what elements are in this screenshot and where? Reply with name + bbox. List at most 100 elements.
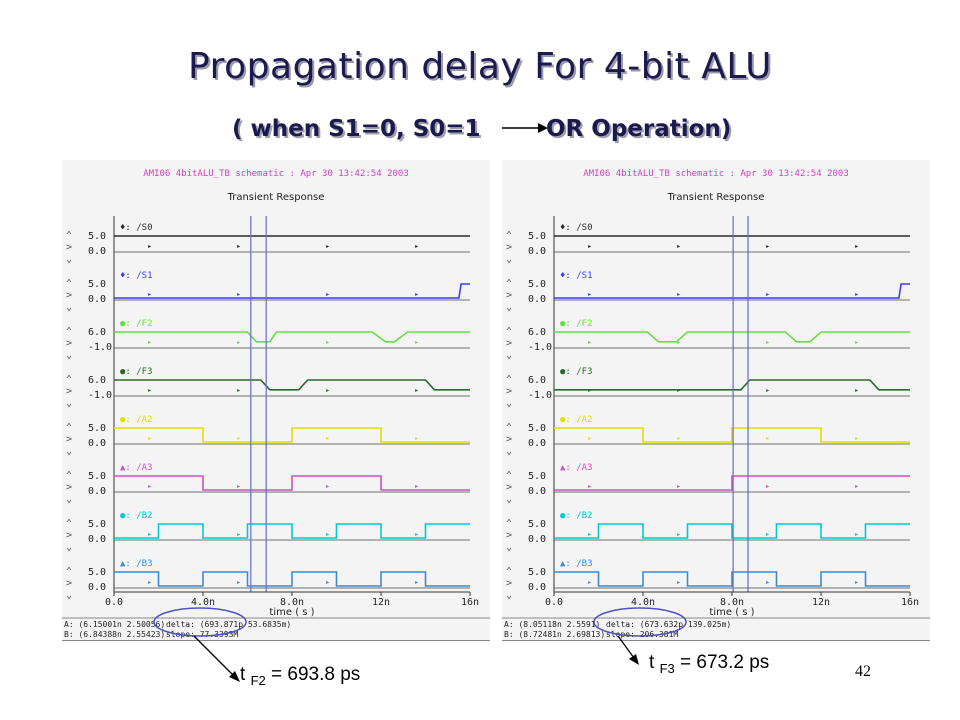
trace-point-marker: ▸ <box>415 291 418 298</box>
trace-point-marker: ▸ <box>148 483 151 490</box>
trace-point-marker: ▸ <box>766 243 769 250</box>
trace-control-icon: ⌃ <box>506 422 512 433</box>
trace-control-icon: > <box>506 530 512 541</box>
trace-control-icon: ⌃ <box>506 230 512 241</box>
subtitle-condition: ( when S1=0, S0=1 <box>232 116 481 142</box>
trace-tick-bottom: 0.0 <box>88 438 106 449</box>
trace-point-marker: ▸ <box>588 243 591 250</box>
waveform-plot-left: AMI06 4bitALU_TB schematic : Apr 30 13:4… <box>62 169 490 639</box>
trace-point-marker: ▸ <box>677 291 680 298</box>
trace-label: ●: /B2 <box>120 511 153 521</box>
trace-a3-line <box>554 475 910 491</box>
trace-point-marker: ▸ <box>326 291 329 298</box>
trace-s1-line <box>114 283 470 299</box>
trace-point-marker: ▸ <box>677 531 680 538</box>
trace-point-marker: ▸ <box>415 531 418 538</box>
trace-f3-line <box>554 379 910 391</box>
trace-tick-top: 6.0 <box>88 327 106 338</box>
trace-control-icon: ⌄ <box>506 254 512 265</box>
trace-label: ●: /F2 <box>120 319 153 329</box>
trace-b2-line <box>114 523 470 539</box>
x-tick-label: 4.0n <box>631 597 655 608</box>
trace-control-icon: ⌄ <box>66 398 72 409</box>
scope-panel-left: AMI06 4bitALU_TB schematic : Apr 30 13:4… <box>62 160 490 641</box>
trace-control-icon: > <box>66 578 72 589</box>
x-tick-label: 12n <box>372 597 390 608</box>
trace-control-icon: ⌄ <box>66 590 72 601</box>
slide-title: Propagation delay For 4-bit ALU <box>188 46 772 87</box>
trace-control-icon: > <box>506 338 512 349</box>
trace-point-marker: ▸ <box>148 387 151 394</box>
trace-point-marker: ▸ <box>588 435 591 442</box>
trace-control-icon: > <box>66 242 72 253</box>
trace-control-icon: > <box>506 434 512 445</box>
trace-point-marker: ▸ <box>237 483 240 490</box>
trace-point-marker: ▸ <box>588 579 591 586</box>
trace-tick-top: 6.0 <box>528 375 546 386</box>
trace-point-marker: ▸ <box>588 339 591 346</box>
trace-label: ▲: /A3 <box>560 463 593 473</box>
readout-b: B: (6.84388n 2.55423) <box>64 630 165 639</box>
trace-point-marker: ▸ <box>326 531 329 538</box>
trace-tick-bottom: 0.0 <box>88 582 106 593</box>
trace-control-icon: ⌄ <box>66 254 72 265</box>
trace-control-icon: ⌃ <box>506 278 512 289</box>
trace-point-marker: ▸ <box>855 435 858 442</box>
trace-control-icon: ⌄ <box>66 494 72 505</box>
trace-point-marker: ▸ <box>326 435 329 442</box>
trace-tick-bottom: 0.0 <box>88 294 106 305</box>
trace-tick-bottom: 0.0 <box>528 294 546 305</box>
callout-line-left <box>193 635 235 677</box>
trace-point-marker: ▸ <box>766 531 769 538</box>
trace-control-icon: > <box>506 482 512 493</box>
trace-a2-line <box>114 427 470 443</box>
trace-control-icon: ⌃ <box>66 374 72 385</box>
plot-header: AMI06 4bitALU_TB schematic : Apr 30 13:4… <box>143 169 409 179</box>
trace-point-marker: ▸ <box>148 579 151 586</box>
trace-point-marker: ▸ <box>237 579 240 586</box>
trace-point-marker: ▸ <box>415 339 418 346</box>
trace-control-icon: ⌃ <box>66 422 72 433</box>
trace-tick-top: 5.0 <box>528 471 546 482</box>
trace-tick-top: 5.0 <box>528 231 546 242</box>
trace-tick-top: 5.0 <box>528 519 546 530</box>
callout-arrowhead-right <box>629 654 639 665</box>
trace-point-marker: ▸ <box>148 531 151 538</box>
trace-point-marker: ▸ <box>415 579 418 586</box>
readout-slope: slope: 77.3393M <box>166 630 238 639</box>
trace-label: ♦: /S0 <box>560 223 593 233</box>
x-axis-label: time ( s ) <box>269 607 314 618</box>
trace-label: ♦: /S1 <box>120 271 153 281</box>
trace-label: ●: /F2 <box>560 319 593 329</box>
x-tick-label: 0.0 <box>545 597 563 608</box>
x-tick-label: 8.0n <box>720 597 744 608</box>
x-tick-label: 16n <box>461 597 479 608</box>
trace-point-marker: ▸ <box>855 243 858 250</box>
trace-tick-top: 5.0 <box>88 423 106 434</box>
trace-control-icon: ⌄ <box>66 542 72 553</box>
trace-tick-top: 5.0 <box>528 423 546 434</box>
trace-label: ▲: /A3 <box>120 463 153 473</box>
trace-point-marker: ▸ <box>237 339 240 346</box>
trace-control-icon: ⌃ <box>66 518 72 529</box>
trace-point-marker: ▸ <box>148 435 151 442</box>
trace-point-marker: ▸ <box>237 531 240 538</box>
trace-point-marker: ▸ <box>855 339 858 346</box>
trace-point-marker: ▸ <box>148 339 151 346</box>
trace-tick-top: 6.0 <box>528 327 546 338</box>
trace-tick-top: 5.0 <box>88 519 106 530</box>
readout-slope: slope: 206.381M <box>606 630 678 639</box>
trace-control-icon: ⌄ <box>66 302 72 313</box>
trace-tick-bottom: 0.0 <box>528 438 546 449</box>
trace-tick-top: 6.0 <box>88 375 106 386</box>
x-tick-label: 16n <box>901 597 919 608</box>
plot-title: Transient Response <box>227 192 325 203</box>
trace-control-icon: > <box>66 290 72 301</box>
trace-label: ●: /A2 <box>120 415 153 425</box>
trace-control-icon: ⌄ <box>66 446 72 457</box>
trace-point-marker: ▸ <box>148 291 151 298</box>
trace-point-marker: ▸ <box>677 339 680 346</box>
trace-point-marker: ▸ <box>415 387 418 394</box>
trace-point-marker: ▸ <box>855 531 858 538</box>
trace-tick-top: 5.0 <box>88 279 106 290</box>
